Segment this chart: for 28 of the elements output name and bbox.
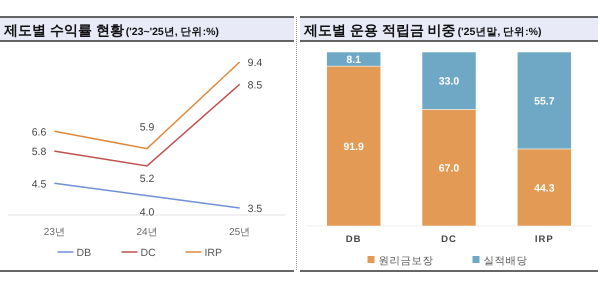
data-label: 3.5 (248, 203, 262, 215)
x-tick-label: DC (441, 234, 457, 245)
data-label: 44.3 (534, 182, 555, 194)
x-tick-label: DB (346, 234, 362, 245)
data-label: 5.2 (140, 172, 154, 185)
legend-label: DB (76, 247, 92, 259)
title: 제도별 운용 적립금 비중('25년말, 단위:%) (304, 22, 542, 38)
legend-label: 원리금보장 (378, 255, 434, 267)
legend-label: DC (140, 247, 156, 259)
data-label: 67.0 (438, 162, 460, 175)
x-tick-label: 24년 (136, 227, 158, 238)
data-label: 5.8 (32, 146, 46, 158)
x-tick-label: 25년 (229, 227, 250, 238)
legend-label: 실적배당 (484, 255, 528, 267)
legend-label: IRP (204, 247, 222, 259)
data-label: 4.5 (32, 178, 46, 190)
data-label: 9.4 (248, 57, 262, 69)
data-label: 33.0 (438, 76, 460, 88)
data-label: 8.5 (248, 79, 262, 92)
data-label: 4.0 (140, 206, 154, 219)
title: 제도별 수익률 현황('23~'25년, 단위:%) (4, 22, 219, 38)
data-label: 6.6 (32, 126, 46, 138)
data-label: 91.9 (343, 141, 364, 154)
data-label: 55.7 (534, 95, 555, 108)
x-tick-label: IRP (534, 234, 554, 245)
data-label: 5.9 (140, 122, 154, 134)
data-label: 8.1 (346, 54, 362, 66)
x-tick-label: 23년 (44, 227, 65, 238)
